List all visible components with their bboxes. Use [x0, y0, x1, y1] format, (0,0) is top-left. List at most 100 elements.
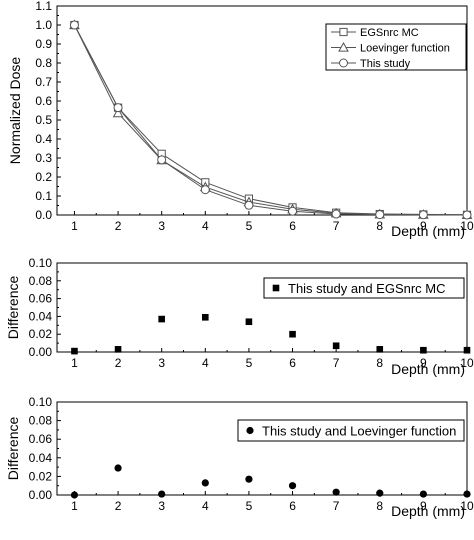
y-tick-label: 0.08 [29, 414, 53, 428]
y-tick-label: 0.06 [29, 432, 53, 446]
data-point [69, 20, 79, 30]
legend: This study and Loevinger function [237, 419, 465, 442]
y-tick-label: 0.10 [29, 395, 53, 409]
y-tick-label: 0.00 [29, 488, 53, 502]
data-point [200, 185, 210, 195]
x-tick-label: 8 [376, 499, 383, 513]
data-point [332, 342, 340, 350]
x-axis-label: Depth (mm) [391, 223, 465, 239]
y-tick-label: 0.4 [35, 132, 52, 146]
chart-panel-3: 1 2 3 4 5 6 7 8 9 10 0.00 0.02 0.04 0.06 0.08 0.10 Depth… [5, 395, 474, 519]
x-tick-label: 4 [202, 219, 209, 233]
x-tick-label: 6 [289, 356, 296, 370]
x-tick-label: 6 [289, 219, 296, 233]
data-point [114, 464, 122, 472]
x-tick-label: 9 [420, 219, 427, 233]
x-tick-label: 7 [333, 499, 340, 513]
data-point [158, 490, 166, 498]
x-tick-label: 5 [246, 219, 253, 233]
data-point [462, 210, 472, 220]
x-tick-label: 8 [376, 219, 383, 233]
data-point [113, 103, 123, 113]
series-line [74, 24, 468, 216]
plot-frame [56, 262, 468, 353]
data-point [112, 107, 124, 118]
legend-label: This study and EGSnrc MC [288, 281, 446, 296]
x-axis-label: Depth (mm) [391, 503, 465, 519]
y-tick-label: 0.9 [35, 37, 52, 51]
data-point [245, 475, 253, 483]
data-point [158, 315, 165, 323]
series-1 [71, 313, 471, 355]
data-point [201, 313, 209, 321]
data-point [71, 347, 78, 355]
legend-label: Loevinger function [360, 43, 450, 55]
data-point [289, 330, 296, 338]
y-axis-label: Normalized Dose [7, 57, 23, 165]
legend-marker [272, 284, 280, 292]
data-point [288, 206, 298, 216]
data-point [463, 346, 471, 354]
y-tick-label: 0.2 [35, 170, 52, 184]
x-tick-label: 3 [158, 499, 165, 513]
legend-marker [338, 41, 349, 52]
x-tick-label: 4 [202, 499, 209, 513]
data-point [418, 210, 428, 220]
data-point [331, 209, 341, 219]
x-tick-label: 3 [158, 219, 165, 233]
y-tick-label: 0.10 [29, 256, 53, 270]
series-3 [69, 20, 472, 220]
y-tick-label: 0.0 [35, 208, 52, 222]
y-tick-label: 0.02 [29, 327, 53, 341]
y-tick-label: 0.06 [29, 292, 53, 306]
y-tick-label: 0.8 [35, 56, 52, 70]
data-point [376, 346, 384, 353]
data-point [70, 491, 79, 499]
chart-panel-2: 1 2 3 4 5 6 7 8 9 10 0.00 0.02 0.04 0.06 0.08 0.10 Depth… [5, 256, 474, 377]
data-point [157, 155, 167, 165]
data-point [201, 479, 209, 487]
x-tick-label: 10 [460, 219, 474, 233]
x-tick-label: 8 [376, 356, 383, 370]
y-tick-label: 1.0 [35, 18, 52, 32]
data-point [288, 482, 297, 490]
data-point [332, 488, 340, 496]
y-tick-label: 0.02 [29, 469, 53, 483]
legend-label: This study and Loevinger function [262, 424, 456, 439]
x-tick-label: 9 [420, 499, 427, 513]
y-tick-label: 0.1 [35, 189, 52, 203]
x-tick-label: 5 [246, 356, 253, 370]
x-tick-label: 1 [71, 219, 78, 233]
x-tick-label: 6 [289, 499, 296, 513]
data-point [463, 490, 471, 498]
data-point [245, 318, 253, 326]
x-tick-label: 7 [333, 356, 340, 370]
legend-marker [339, 58, 348, 68]
data-point [419, 490, 427, 498]
y-tick-label: 0.00 [29, 345, 53, 359]
legend: This study and EGSnrc MC [263, 277, 465, 299]
y-tick-label: 0.6 [35, 94, 52, 108]
y-tick-label: 0.04 [29, 451, 53, 465]
x-tick-label: 7 [333, 219, 340, 233]
x-tick-label: 10 [460, 356, 474, 370]
y-tick-label: 0.08 [29, 274, 53, 288]
data-point [114, 346, 122, 353]
x-axis-label: Depth (mm) [391, 361, 465, 377]
x-tick-label: 10 [460, 499, 474, 513]
x-tick-label: 2 [115, 219, 122, 233]
y-tick-label: 1.1 [35, 0, 52, 13]
legend: EGSnrc MC Loevinger function This study [325, 23, 467, 71]
legend-box [263, 277, 465, 299]
legend-marker [246, 426, 254, 435]
x-tick-label: 9 [420, 356, 427, 370]
x-tick-label: 2 [115, 356, 122, 370]
y-axis-label: Difference [5, 417, 21, 481]
series-1 [70, 464, 471, 499]
data-point [376, 489, 384, 497]
y-tick-label: 0.7 [35, 75, 52, 89]
legend-label: This study [360, 58, 411, 70]
data-point [375, 210, 385, 220]
y-axis-label: Difference [5, 276, 21, 340]
